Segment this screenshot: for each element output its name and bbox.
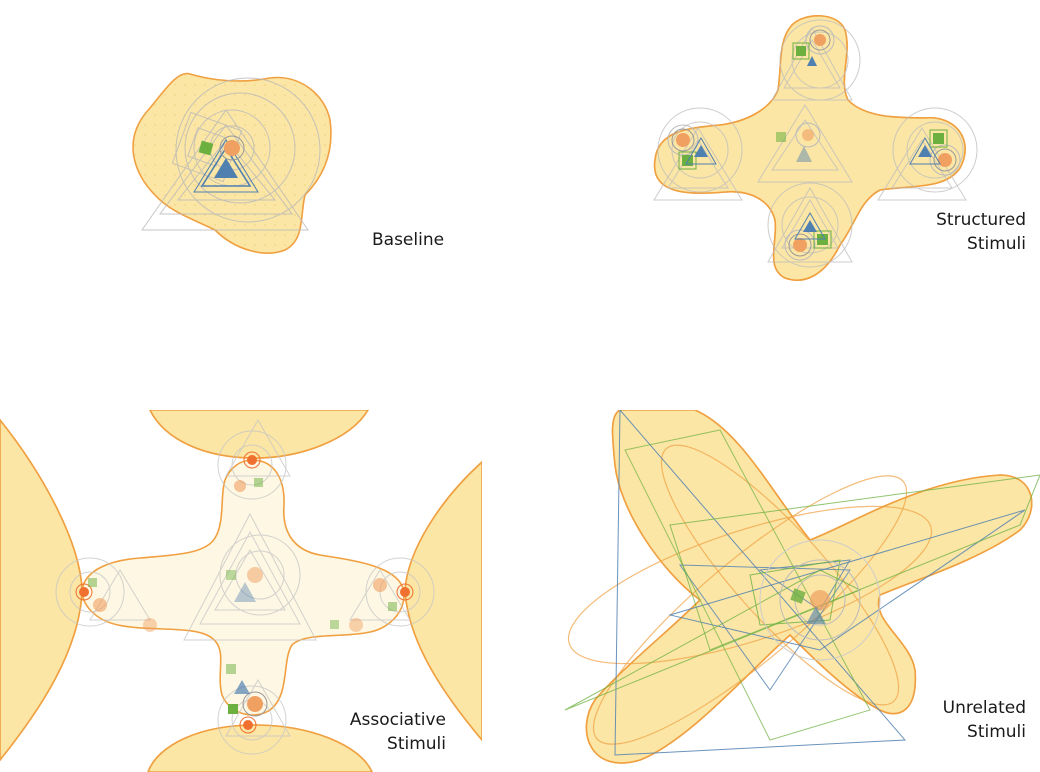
triangle-stimulus-icon (806, 606, 826, 624)
unrelated-stimuli-panel: Unrelated Stimuli (520, 410, 1040, 772)
associative-stimuli (75, 451, 414, 734)
label-line: Baseline (372, 230, 445, 250)
panel-label-structured: Structured Stimuli (936, 208, 1026, 256)
triangle-stimulus-icon (234, 582, 256, 602)
structured-region (653, 14, 966, 281)
panel-label-unrelated: Unrelated Stimuli (943, 696, 1026, 744)
label-line: Stimuli (967, 234, 1026, 254)
triangle-stimulus-icon (214, 158, 238, 178)
unrelated-contours (564, 410, 1040, 756)
circle-stimulus-icon (814, 34, 826, 46)
triangle-stimulus-icon (807, 56, 817, 66)
label-line: Structured (936, 210, 1026, 230)
baseline-contours (141, 77, 321, 231)
square-stimulus-icon (790, 588, 806, 604)
circle-stimulus-icon (247, 567, 263, 583)
associative-center-region (81, 459, 405, 716)
square-stimulus-icon (226, 570, 236, 580)
square-stimulus-icon (198, 140, 214, 156)
structured-stimuli (667, 25, 961, 261)
structured-stimuli-panel: Structured Stimuli (520, 0, 1040, 300)
circle-stimulus-icon (224, 140, 240, 156)
panel-label-baseline: Baseline (372, 228, 444, 252)
baseline-panel: Baseline (0, 0, 520, 300)
associative-outer-regions (0, 410, 482, 772)
baseline-region (132, 72, 332, 254)
panel-label-associative: Associative Stimuli (350, 708, 446, 756)
label-line: Stimuli (387, 734, 446, 754)
unrelated-regions (567, 410, 1033, 764)
circle-stimulus-icon (810, 590, 830, 610)
associative-stimuli-panel: Associative Stimuli (0, 410, 482, 772)
label-line: Stimuli (967, 722, 1026, 742)
baseline-stimuli (193, 135, 259, 193)
label-line: Unrelated (942, 698, 1026, 718)
associative-contours (55, 418, 435, 755)
unrelated-stimuli (790, 588, 830, 624)
square-stimulus-icon (796, 46, 806, 56)
label-line: Associative (349, 710, 446, 730)
